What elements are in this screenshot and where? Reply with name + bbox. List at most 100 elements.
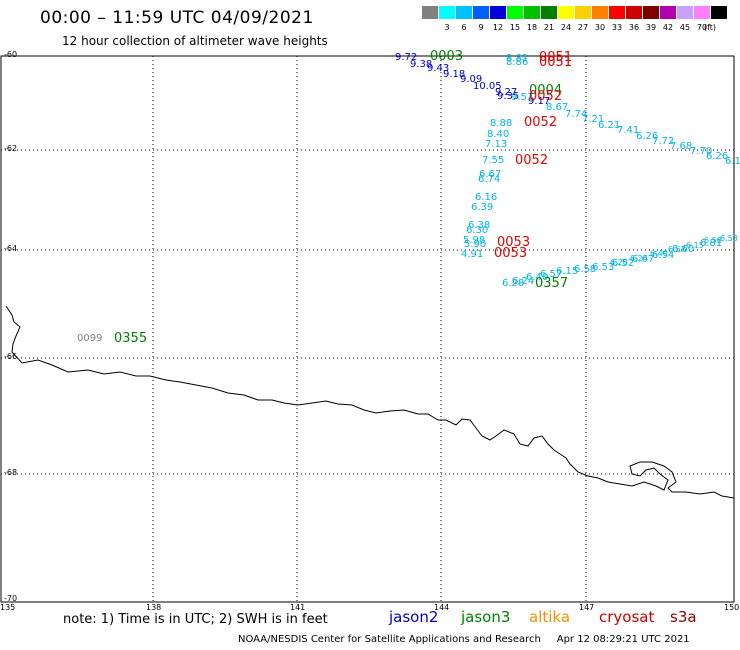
wave-height-label: 8.88 [490,118,512,129]
time-label: 0053 [497,235,530,250]
wave-height-label: 6.81 [700,238,722,249]
satellite-legend-item: s3a [670,608,697,626]
color-scale-label: 36 [628,23,640,32]
time-label: 0051 [539,55,572,70]
wave-height-label: 7.74 [565,109,587,120]
longitude-label: 135 [0,603,16,612]
color-scale-swatch [575,6,591,19]
wave-height-label: 6.58 [704,236,722,245]
satellite-legend-item: altika [529,608,571,626]
color-scale-label: 21 [543,23,555,32]
color-scale-swatch [473,6,489,19]
graticule [1,56,734,602]
wave-height-label: 7.41 [617,125,639,136]
satellite-legend-item: cryosat [599,608,655,626]
satellite-legend-item: jason2 [389,608,439,626]
wave-height-label: 6.67 [632,254,654,265]
wave-height-label: 6.53 [720,234,738,243]
wave-height-label: 5.98 [463,235,485,246]
color-scale-label: 42 [662,23,674,32]
time-label: 0099 [77,333,102,344]
wave-height-label: 9.27 [495,87,517,98]
wave-height-label: 9.43 [427,63,449,74]
wave-height-label: 9.53 [511,92,533,103]
wave-height-label: 7.68 [670,141,692,152]
wave-height-label: 8.40 [487,129,509,140]
color-scale-swatch [711,6,727,19]
color-scale-swatch [490,6,506,19]
satellite-legend-item: jason3 [461,608,511,626]
latitude-label: -68 [4,468,18,477]
color-scale-label: 15 [509,23,521,32]
color-scale-label: 70 [696,23,708,32]
color-scale-label: 6 [461,23,467,32]
color-scale-swatch [541,6,557,19]
latitude-label: -64 [4,244,18,253]
wave-height-label: 6.24 [630,254,648,263]
color-scale-swatch [507,6,523,19]
color-scale-swatch [422,6,438,19]
wave-height-label: 9.35 [497,91,519,102]
color-scale-label: 33 [611,23,623,32]
color-scale-swatch [439,6,455,19]
wave-height-label: 6.15 [556,266,578,277]
color-scale-label: 12 [492,23,504,32]
time-label: 0003 [430,49,463,64]
wave-height-label: 6.21 [598,120,620,131]
antarctic-coastline [5,305,735,499]
time-label: 0355 [114,331,147,346]
color-scale-label: 3 [444,23,450,32]
color-scale-label: 39 [645,23,657,32]
time-label: 0053 [494,246,527,261]
wave-height-label: 7.13 [485,139,507,150]
longitude-label: 147 [579,603,595,612]
longitude-label: 150 [724,603,740,612]
wave-height-label: 6.58 [574,264,596,275]
color-scale-swatch [609,6,625,19]
wave-height-label: 8.86 [506,57,528,68]
wave-height-label: 6.39 [471,202,493,213]
wave-height-label: 5.90 [464,239,486,250]
latitude-label: -62 [4,144,18,153]
color-scale-swatch [660,6,676,19]
color-scale-swatch [677,6,693,19]
color-scale-swatch [558,6,574,19]
color-scale-label: 30 [594,23,606,32]
color-scale-swatch [694,6,710,19]
time-label: 0052 [515,153,548,168]
color-scale-label: 45 [679,23,691,32]
color-scale-unit: (ft) [704,23,717,32]
longitude-label: 138 [146,603,162,612]
wave-height-label: 8.81 [506,53,528,64]
wave-height-label: 10.05 [473,81,502,92]
time-label: 0004 [529,83,562,98]
time-label: 0051 [539,50,572,65]
color-scale-label: 9 [478,23,484,32]
wave-height-label: 6.52 [612,258,634,269]
wave-height-label: 6.26 [706,151,728,162]
color-scale-swatch [626,6,642,19]
wave-height-label: 6.40 [650,249,668,258]
wave-height-label: 6.26 [636,131,658,142]
wave-height-label: 6.74 [478,174,500,185]
latitude-label: -60 [4,50,18,59]
wave-height-label: 6.30 [466,225,488,236]
color-scale-label: 27 [577,23,589,32]
color-scale-swatch [592,6,608,19]
wave-height-label: 6.24 [512,276,534,287]
color-scale-swatch [456,6,472,19]
time-label: 0052 [529,89,562,104]
wave-height-label: 6.15 [686,241,704,250]
wave-height-label: 6.28 [502,278,524,289]
longitude-label: 144 [434,603,450,612]
footer-note: note: 1) Time is in UTC; 2) SWH is in fe… [63,612,328,627]
credit-line: NOAA/NESDIS Center for Satellite Applica… [238,634,690,645]
color-scale-label: 24 [560,23,572,32]
color-scale-swatch [524,6,540,19]
wave-height-label: 6.16 [475,192,497,203]
wave-height-label: 7.72 [652,136,674,147]
wave-height-label: 6.67 [479,169,501,180]
wave-height-label: 6.40 [526,272,548,283]
latitude-label: -70 [4,594,18,603]
